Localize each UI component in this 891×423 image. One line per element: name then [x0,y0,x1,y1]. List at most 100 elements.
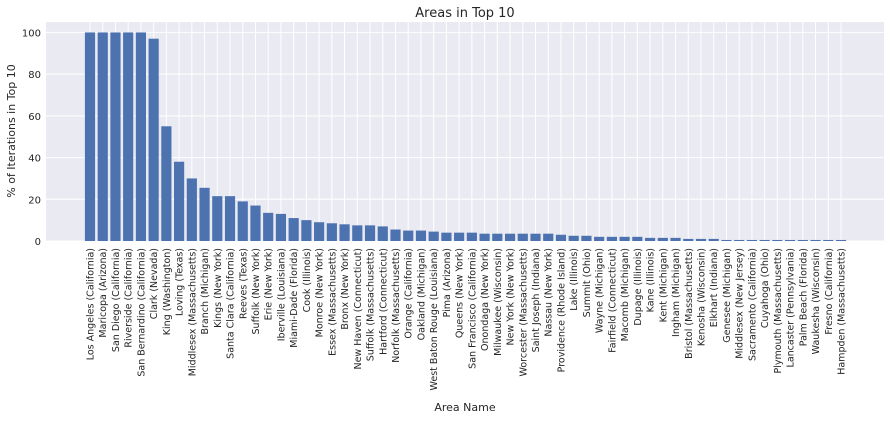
x-tick-label: San Diego (California) [111,248,122,352]
bar [644,237,656,241]
bar [110,32,121,242]
x-tick-labels: Los Angeles (California) Maricopa (Arizon… [86,248,848,390]
x-tick-label: Dupage (Illinois) [633,248,644,326]
bar [517,233,528,241]
x-tick-label: Middlesex (New Jersey) [735,248,746,359]
x-tick-label: Kane (Illinois) [646,248,657,312]
bar [390,229,401,241]
bar [797,239,808,241]
x-tick-label: Oakland (Michigan) [416,248,427,340]
bar [199,187,210,241]
bar [555,234,567,241]
x-tick-label: Branch (Michigan) [200,248,211,335]
x-tick-label: Fairfield (Connecticut) [607,248,618,353]
bar [619,236,630,241]
plot-background [46,22,884,241]
x-tick-label: Milwaukee (Wisconsin) [493,248,504,356]
bar [454,232,465,241]
bar [97,32,108,242]
x-tick-label: Miami-Dade (Florida) [289,248,300,348]
x-tick-label: Saint Joseph (Indiana) [531,248,542,352]
x-tick-label: Wayne (Michigan) [595,248,606,333]
bar [683,238,694,241]
bar [695,238,707,241]
x-tick-label: Maricopa (Arizona) [98,248,109,338]
bar [84,32,96,242]
bar [441,232,452,241]
x-tick-label: Elkhart (Indiana) [709,248,720,327]
x-tick-label: Iberville (Louisiana) [276,248,287,341]
x-tick-label: Kings (New York) [213,248,224,328]
bar [823,239,834,241]
x-tick-label: Cuyahoga (Ohio) [760,248,771,328]
bar [275,213,287,241]
x-tick-label: New Haven (Connecticut) [353,248,364,370]
bar [123,32,134,242]
x-tick-label: Riverside (California) [124,248,135,348]
bar [415,230,427,241]
bar [301,220,312,241]
bar [186,178,197,241]
bar [339,224,350,241]
x-tick-label: Bristol (Massachusetts) [684,248,695,359]
x-tick-label: Lancaster (Pennsylvania) [786,248,797,367]
x-axis-label: Area Name [434,401,495,414]
x-tick-label: Sacramento (California) [747,248,758,361]
bar [403,230,414,241]
y-axis-label: % of Iterations in Top 10 [5,64,18,198]
y-tick-label: 20 [28,195,41,206]
bar [492,233,503,241]
bar [632,236,643,241]
x-tick-label: Fresno (California) [824,248,835,335]
x-tick-label: Cook (Illinois) [302,248,313,312]
bar [568,235,579,241]
x-tick-label: Clark (Nevada) [149,248,160,319]
bar [135,32,146,242]
x-tick-label: Santa Clara (California) [226,248,237,359]
bar [479,233,490,241]
bars [84,32,847,242]
bar [263,212,274,241]
chart-title: Areas in Top 10 [415,6,514,21]
bar [835,239,847,241]
bar [708,238,719,241]
bar [466,232,477,241]
x-tick-label: Suffolk (Massachusetts) [366,248,377,361]
bar [810,239,821,241]
bar [174,161,185,241]
x-tick-label: Bronx (New York) [340,248,351,330]
bar [314,222,325,241]
x-tick-label: Suffolk (New York) [251,248,262,334]
bar [606,236,617,241]
bar [581,235,592,241]
x-tick-label: Reeves (Texas) [238,248,249,319]
y-tick-label: 100 [22,28,41,39]
bar [670,237,681,241]
x-tick-label: Pima (Arizona) [442,248,453,317]
x-tick-label: Queens (New York) [455,248,466,338]
x-tick-label: Erie (New York) [264,248,275,320]
bar [237,201,248,241]
x-tick-label: Summit (Ohio) [582,248,593,317]
x-tick-label: Genesee (Michigan) [722,248,733,343]
x-tick-label: Waukesha (Wisconsin) [811,248,822,354]
bar [161,126,172,241]
x-tick-label: Monroe (New York) [315,248,326,337]
bar [288,218,299,241]
x-tick-label: Loving (Texas) [175,248,186,316]
x-tick-label: Plymouth (Massachusetts) [773,248,784,373]
x-tick-label: Orange (California) [404,248,415,339]
bar [148,38,159,241]
bar [746,239,757,241]
bar [543,233,554,241]
x-tick-label: Los Angeles (California) [86,248,97,360]
bar [784,239,796,241]
x-tick-label: Palm Beach (Florida) [798,248,809,346]
bar [530,233,541,241]
bar [352,225,363,241]
x-tick-label: San Bernardino (California) [136,248,147,377]
bar [594,236,605,241]
y-tick-label: 80 [28,70,41,81]
